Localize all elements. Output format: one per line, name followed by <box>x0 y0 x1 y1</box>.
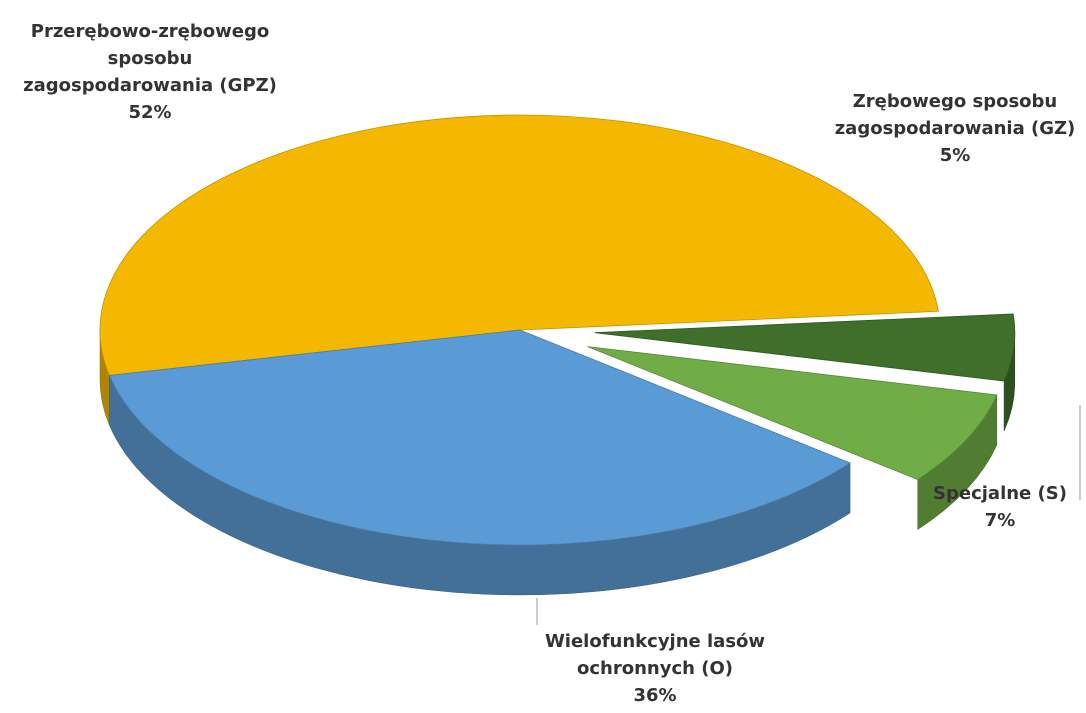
slice <box>594 313 1016 382</box>
slice-label: Wielofunkcyjne lasów ochronnych (O) 36% <box>515 628 795 709</box>
slice-label: Przerębowo-zrębowego sposobu zagospodaro… <box>10 18 290 126</box>
value-label: 52% <box>128 102 172 123</box>
category-name: Przerębowo-zrębowego sposobu zagospodaro… <box>23 21 277 96</box>
slice-label: Specjalne (S) 7% <box>920 480 1080 534</box>
category-name: Specjalne (S) <box>933 483 1067 504</box>
category-name: Zrębowego sposobu zagospodarowania (GZ) <box>834 91 1076 139</box>
category-name: Wielofunkcyjne lasów ochronnych (O) <box>544 631 766 679</box>
slice <box>108 329 851 546</box>
slice-label: Zrębowego sposobu zagospodarowania (GZ) 5… <box>820 88 1086 169</box>
value-label: 5% <box>939 145 971 166</box>
slice <box>99 114 939 376</box>
slice-tops <box>99 114 1016 546</box>
value-label: 36% <box>633 685 677 706</box>
slice <box>587 346 998 480</box>
value-label: 7% <box>984 510 1016 531</box>
